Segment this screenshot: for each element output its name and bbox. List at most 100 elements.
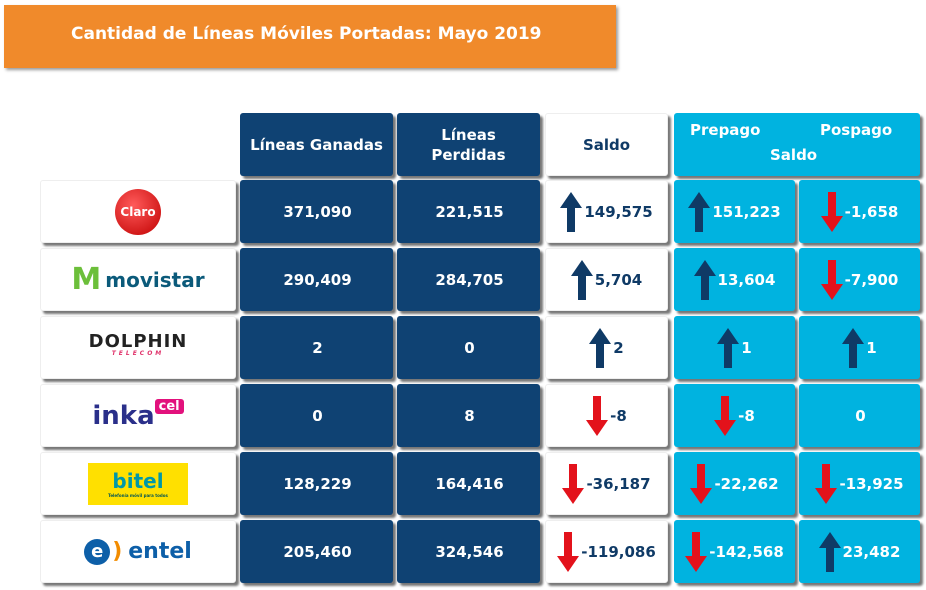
logo-text: DOLPHIN (88, 330, 188, 352)
entel-bracket-icon: ) (112, 539, 123, 564)
operator-logo-cell: e) entel (40, 520, 236, 583)
value-saldo: -119,086 (581, 542, 656, 561)
arrow-down-icon (815, 463, 838, 504)
cell-pospago: 23,482 (799, 520, 920, 583)
header-saldo-prepago-pospago: Prepago Pospago Saldo (674, 113, 920, 176)
cell-prepago: 151,223 (674, 180, 795, 243)
value-prepago: 151,223 (712, 202, 781, 221)
logo-sub: Telefonía móvil para todos (108, 493, 168, 498)
value-saldo: 2 (613, 338, 624, 357)
value-pospago: -13,925 (839, 474, 904, 493)
operator-logo-cell: inka cel (40, 384, 236, 447)
arrow-up-icon (688, 191, 711, 232)
cell-pospago: 1 (799, 316, 920, 379)
cell-prepago: 13,604 (674, 248, 795, 311)
cell-perdidas: 164,416 (397, 452, 540, 515)
cell-perdidas: 221,515 (397, 180, 540, 243)
cell-saldo: -36,187 (545, 452, 668, 515)
cell-saldo: 2 (545, 316, 668, 379)
operator-logo-cell: bitel Telefonía móvil para todos (40, 452, 236, 515)
value-pospago: 1 (866, 338, 877, 357)
value-prepago: -8 (738, 406, 755, 425)
value-ganadas: 0 (312, 406, 323, 425)
cell-ganadas: 0 (240, 384, 393, 447)
logo-text: bitel (112, 469, 164, 493)
arrow-up-icon (570, 259, 593, 300)
page-title: Cantidad de Líneas Móviles Portadas: May… (4, 5, 616, 68)
value-pospago: -1,658 (844, 202, 899, 221)
cell-ganadas: 205,460 (240, 520, 393, 583)
value-ganadas: 2 (312, 338, 323, 357)
cell-prepago: 1 (674, 316, 795, 379)
header-prepago: Prepago (690, 121, 761, 139)
value-prepago: -22,262 (714, 474, 779, 493)
arrow-up-icon (589, 327, 612, 368)
cell-saldo: -8 (545, 384, 668, 447)
cell-ganadas: 371,090 (240, 180, 393, 243)
cell-perdidas: 324,546 (397, 520, 540, 583)
value-prepago: 1 (741, 338, 752, 357)
header-saldo-2: Saldo (770, 146, 818, 164)
value-perdidas: 324,546 (435, 542, 504, 561)
cell-pospago: 0 (799, 384, 920, 447)
arrow-down-icon (557, 531, 580, 572)
value-perdidas: 8 (464, 406, 475, 425)
cell-saldo: 149,575 (545, 180, 668, 243)
operator-logo-cell: Claro (40, 180, 236, 243)
value-prepago: -142,568 (709, 542, 784, 561)
cell-ganadas: 128,229 (240, 452, 393, 515)
cell-pospago: -7,900 (799, 248, 920, 311)
cell-prepago: -22,262 (674, 452, 795, 515)
arrow-up-icon (560, 191, 583, 232)
header-saldo: Saldo (545, 113, 668, 176)
cell-prepago: -142,568 (674, 520, 795, 583)
cell-ganadas: 290,409 (240, 248, 393, 311)
cell-saldo: -119,086 (545, 520, 668, 583)
value-perdidas: 164,416 (435, 474, 504, 493)
value-prepago: 13,604 (717, 270, 776, 289)
arrow-down-icon (586, 395, 609, 436)
header-pospago: Pospago (820, 121, 893, 139)
cell-pospago: -1,658 (799, 180, 920, 243)
arrow-down-icon (562, 463, 585, 504)
arrow-up-icon (818, 531, 841, 572)
value-saldo: 5,704 (594, 270, 643, 289)
value-perdidas: 0 (464, 338, 475, 357)
logo-text: entel (128, 539, 192, 564)
value-pospago: 23,482 (842, 542, 901, 561)
cell-pospago: -13,925 (799, 452, 920, 515)
cell-perdidas: 284,705 (397, 248, 540, 311)
arrow-down-icon (714, 395, 737, 436)
logo-text: movistar (105, 267, 205, 292)
cell-perdidas: 8 (397, 384, 540, 447)
value-saldo: 149,575 (584, 202, 653, 221)
operator-logo-cell: DOLPHIN TELECOM (40, 316, 236, 379)
logo-text: Claro (120, 204, 156, 219)
arrow-down-icon (820, 259, 843, 300)
value-saldo: -36,187 (586, 474, 651, 493)
value-perdidas: 284,705 (435, 270, 504, 289)
cell-perdidas: 0 (397, 316, 540, 379)
entel-e-icon: e (84, 538, 111, 565)
value-pospago: 0 (855, 406, 866, 425)
value-ganadas: 371,090 (283, 202, 352, 221)
header-lineas-ganadas: Líneas Ganadas (240, 113, 393, 176)
arrow-down-icon (685, 531, 708, 572)
header-lineas-perdidas: Líneas Perdidas (397, 113, 540, 176)
value-ganadas: 290,409 (283, 270, 352, 289)
logo-sub: cel (154, 399, 184, 414)
value-saldo: -8 (610, 406, 627, 425)
movistar-m-icon: M (71, 262, 102, 297)
cell-ganadas: 2 (240, 316, 393, 379)
arrow-down-icon (690, 463, 713, 504)
value-pospago: -7,900 (844, 270, 899, 289)
arrow-up-icon (693, 259, 716, 300)
cell-prepago: -8 (674, 384, 795, 447)
cell-saldo: 5,704 (545, 248, 668, 311)
logo-sub: TELECOM (111, 349, 165, 357)
value-ganadas: 128,229 (283, 474, 352, 493)
arrow-down-icon (820, 191, 843, 232)
arrow-up-icon (842, 327, 865, 368)
value-ganadas: 205,460 (283, 542, 352, 561)
